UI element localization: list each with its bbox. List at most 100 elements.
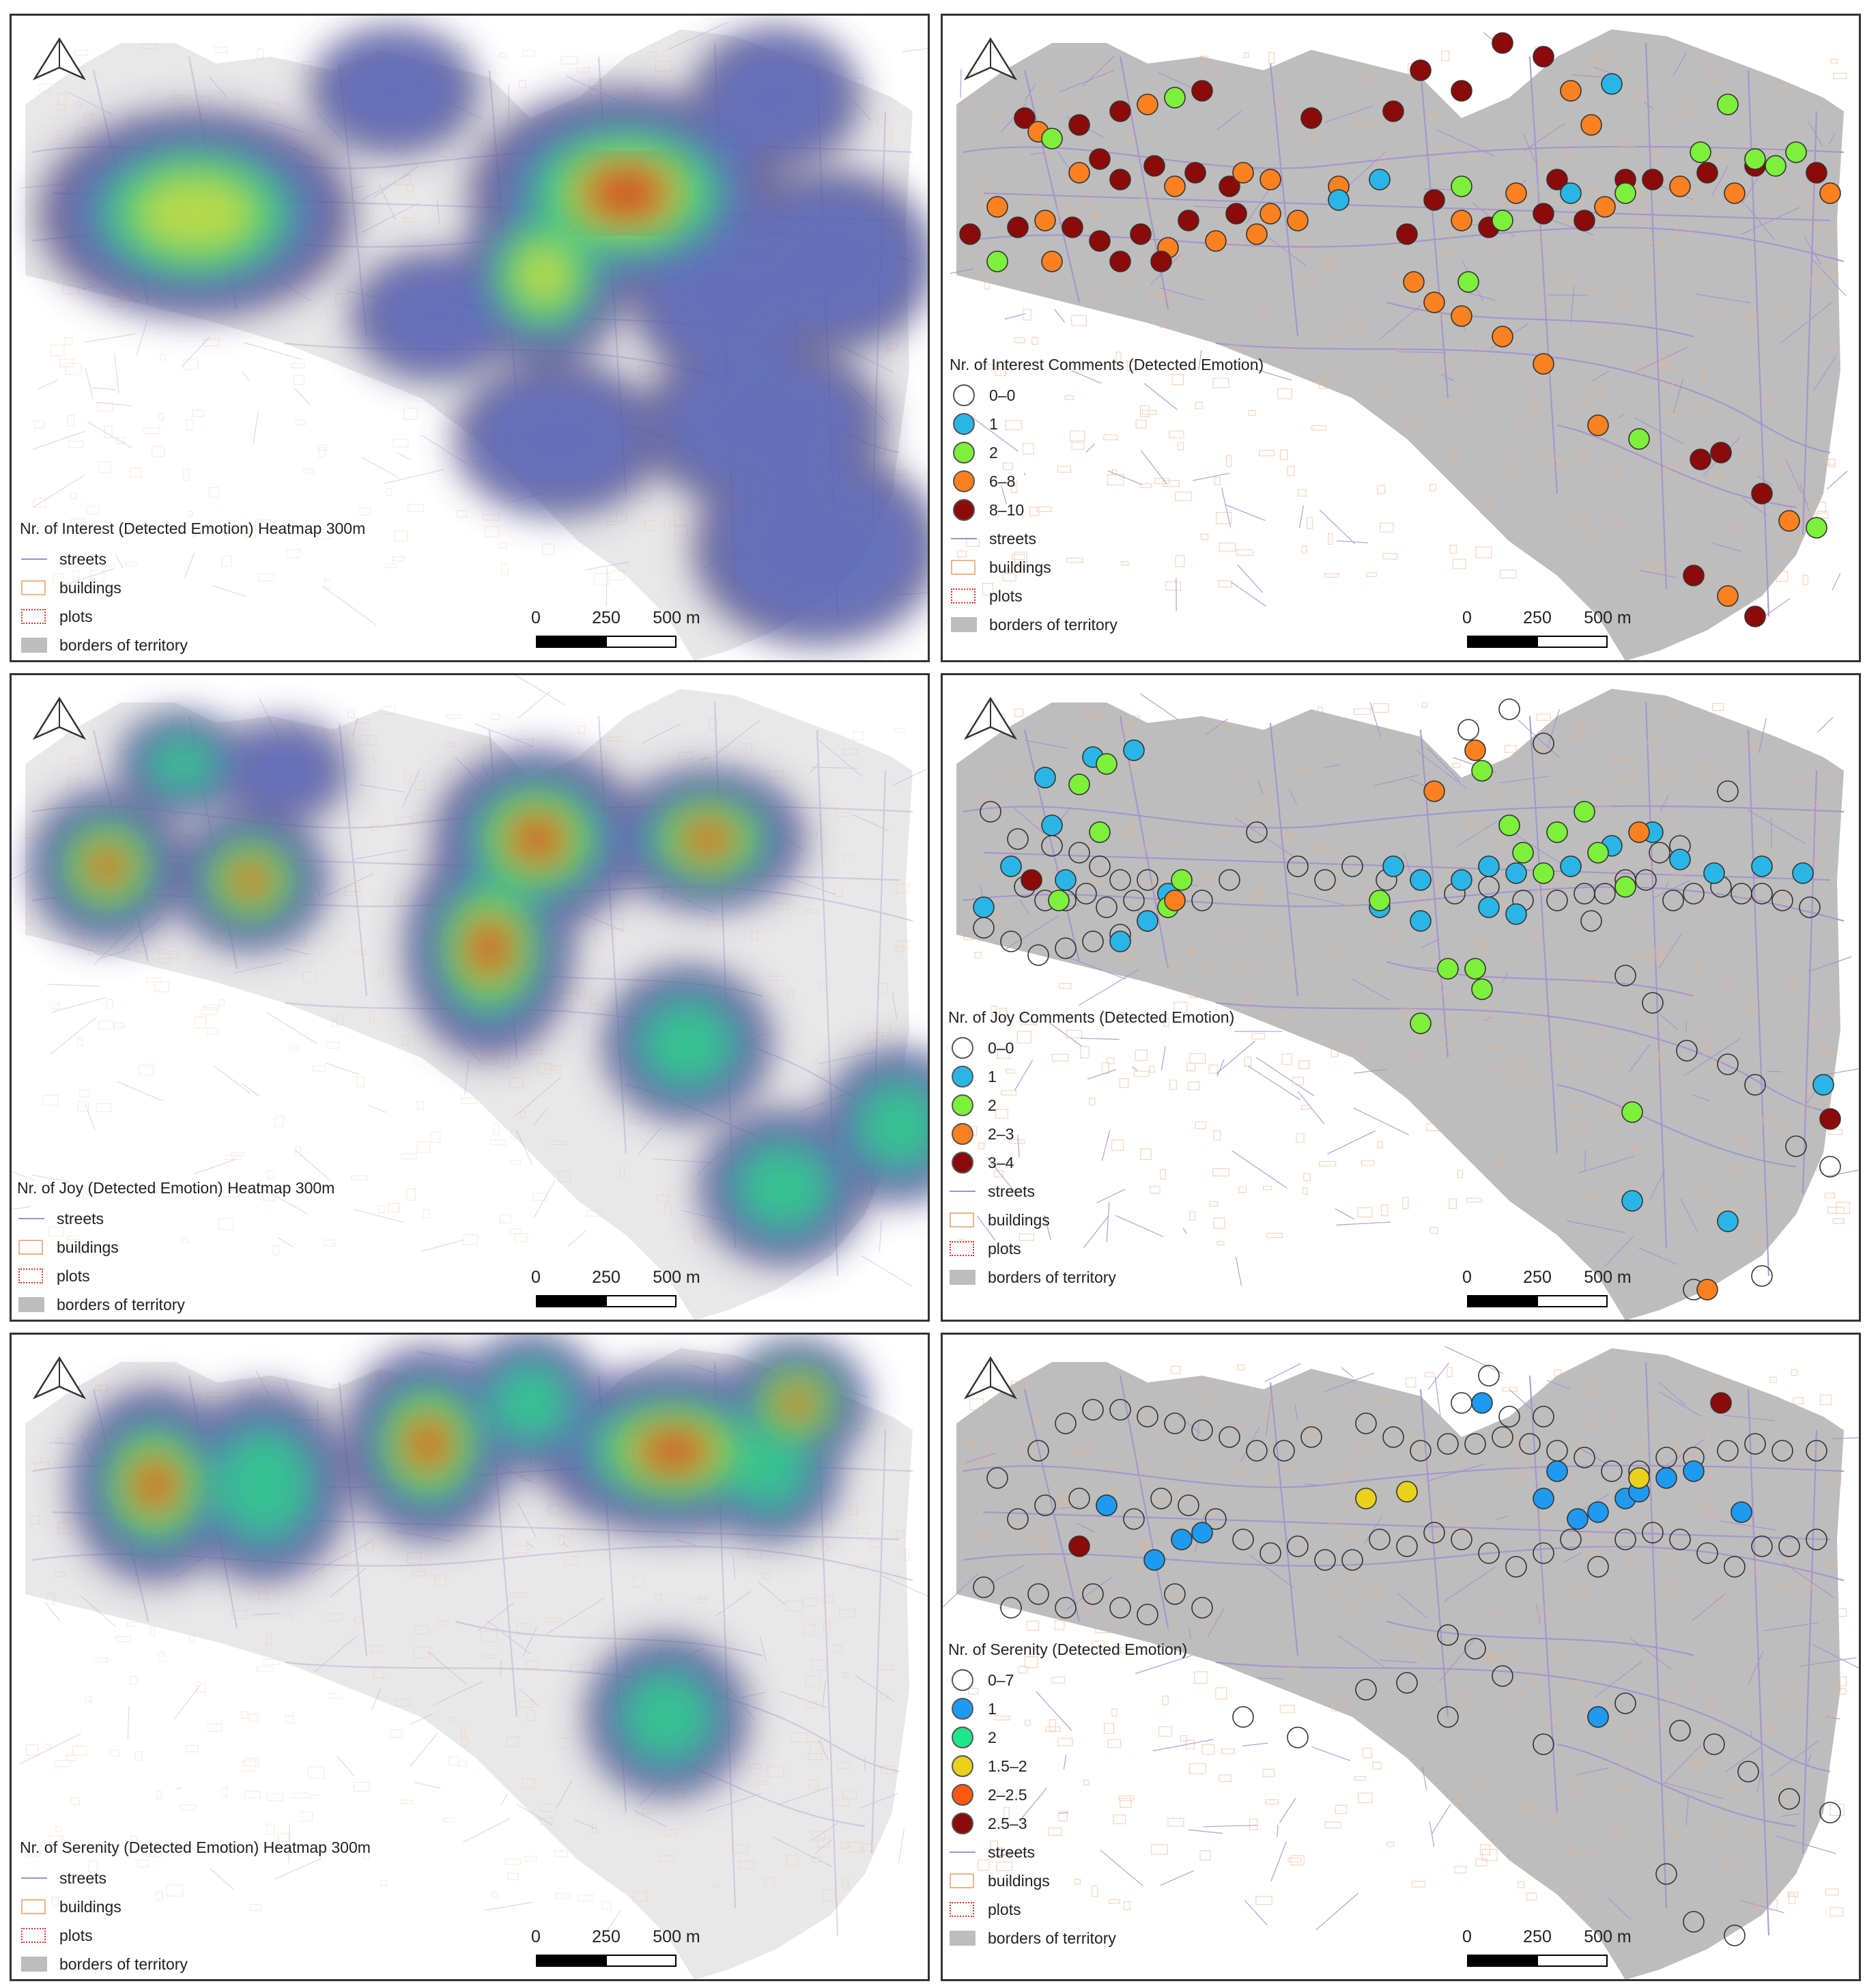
comment-point[interactable] xyxy=(1109,169,1131,190)
comment-point[interactable] xyxy=(1164,87,1186,109)
comment-point[interactable] xyxy=(1799,896,1821,918)
comment-point[interactable] xyxy=(1109,931,1131,952)
comment-point[interactable] xyxy=(1068,1535,1090,1557)
comment-point[interactable] xyxy=(1096,753,1117,775)
comment-point[interactable] xyxy=(1287,1535,1309,1557)
comment-point[interactable] xyxy=(1683,1911,1705,1933)
comment-point[interactable] xyxy=(1669,849,1691,870)
comment-point[interactable] xyxy=(1819,182,1841,204)
comment-point[interactable] xyxy=(1259,1542,1281,1564)
comment-point[interactable] xyxy=(1806,1440,1827,1462)
comment-point[interactable] xyxy=(1123,1508,1145,1530)
comment-point[interactable] xyxy=(1410,869,1432,891)
comment-point[interactable] xyxy=(1396,223,1418,245)
comment-point[interactable] xyxy=(1498,698,1520,720)
comment-point[interactable] xyxy=(1717,1440,1739,1462)
comment-point[interactable] xyxy=(1137,869,1158,891)
comment-point[interactable] xyxy=(1437,1624,1459,1646)
comment-point[interactable] xyxy=(1423,1522,1445,1544)
comment-point[interactable] xyxy=(1403,271,1425,293)
comment-point[interactable] xyxy=(1560,1529,1582,1550)
comment-point[interactable] xyxy=(1096,896,1117,918)
comment-point[interactable] xyxy=(1601,73,1623,95)
comment-point[interactable] xyxy=(1744,1433,1766,1455)
comment-point[interactable] xyxy=(1150,1488,1172,1509)
comment-point[interactable] xyxy=(1580,910,1602,932)
comment-point[interactable] xyxy=(1655,1863,1677,1885)
comment-point[interactable] xyxy=(1751,855,1773,877)
comment-point[interactable] xyxy=(1778,1788,1800,1810)
comment-point[interactable] xyxy=(1000,855,1022,877)
comment-point[interactable] xyxy=(1034,1494,1056,1516)
comment-point[interactable] xyxy=(1492,210,1513,231)
comment-point[interactable] xyxy=(1683,565,1705,586)
comment-point[interactable] xyxy=(1587,1501,1609,1523)
comment-point[interactable] xyxy=(1717,780,1739,802)
comment-point[interactable] xyxy=(1533,1406,1554,1428)
comment-point[interactable] xyxy=(1614,182,1636,204)
comment-point[interactable] xyxy=(1594,883,1616,905)
comment-point[interactable] xyxy=(1587,414,1609,436)
comment-point[interactable] xyxy=(1731,1501,1752,1523)
comment-point[interactable] xyxy=(1478,855,1500,877)
comment-point[interactable] xyxy=(1355,1679,1377,1701)
comment-point[interactable] xyxy=(1178,210,1199,231)
comment-point[interactable] xyxy=(986,196,1008,218)
comment-point[interactable] xyxy=(1778,510,1800,532)
comment-point[interactable] xyxy=(1055,1412,1077,1434)
comment-point[interactable] xyxy=(1614,965,1636,986)
comment-point[interactable] xyxy=(1055,869,1077,891)
comment-point[interactable] xyxy=(1744,148,1766,170)
comment-point[interactable] xyxy=(1696,1279,1718,1301)
comment-point[interactable] xyxy=(1137,94,1158,115)
comment-point[interactable] xyxy=(1171,869,1193,891)
comment-point[interactable] xyxy=(1150,251,1172,272)
comment-point[interactable] xyxy=(1068,162,1090,184)
comment-point[interactable] xyxy=(986,1467,1008,1489)
comment-point[interactable] xyxy=(1451,869,1472,891)
comment-point[interactable] xyxy=(1690,449,1711,470)
comment-point[interactable] xyxy=(1451,175,1472,197)
comment-point[interactable] xyxy=(1287,210,1309,231)
comment-point[interactable] xyxy=(1396,1535,1418,1557)
comment-point[interactable] xyxy=(1219,1426,1240,1448)
comment-point[interactable] xyxy=(1089,230,1111,252)
comment-point[interactable] xyxy=(1191,80,1213,102)
comment-point[interactable] xyxy=(1505,182,1527,204)
comment-point[interactable] xyxy=(1614,876,1636,898)
comment-point[interactable] xyxy=(1287,1727,1309,1748)
comment-point[interactable] xyxy=(1683,1460,1705,1482)
comment-point[interactable] xyxy=(1259,203,1281,225)
comment-point[interactable] xyxy=(1717,1053,1739,1075)
comment-point[interactable] xyxy=(1021,869,1042,891)
comment-point[interactable] xyxy=(1471,1392,1493,1414)
comment-point[interactable] xyxy=(1580,114,1602,136)
comment-point[interactable] xyxy=(1068,842,1090,864)
comment-point[interactable] xyxy=(1130,223,1152,245)
comment-point[interactable] xyxy=(1771,1440,1793,1462)
comment-point[interactable] xyxy=(1219,175,1240,197)
comment-point[interactable] xyxy=(1710,1392,1732,1414)
comment-point[interactable] xyxy=(1164,1412,1186,1434)
comment-point[interactable] xyxy=(1533,1488,1554,1509)
comment-point[interactable] xyxy=(1225,203,1247,225)
comment-point[interactable] xyxy=(1635,869,1657,891)
comment-point[interactable] xyxy=(1355,1412,1377,1434)
comment-point[interactable] xyxy=(1642,1522,1664,1544)
comment-point[interactable] xyxy=(1007,216,1029,238)
comment-point[interactable] xyxy=(1533,1733,1554,1755)
comment-point[interactable] xyxy=(1089,821,1111,843)
comment-point[interactable] xyxy=(1792,862,1814,884)
comment-point[interactable] xyxy=(1669,1529,1691,1550)
comment-point[interactable] xyxy=(1451,305,1472,327)
comment-point[interactable] xyxy=(1273,1440,1295,1462)
comment-point[interactable] xyxy=(1382,100,1404,122)
comment-point[interactable] xyxy=(1232,1529,1254,1550)
comment-point[interactable] xyxy=(1457,719,1479,741)
comment-point[interactable] xyxy=(1546,1460,1568,1482)
comment-point[interactable] xyxy=(1007,828,1029,850)
comment-point[interactable] xyxy=(1819,1156,1841,1178)
comment-point[interactable] xyxy=(1089,855,1111,877)
comment-point[interactable] xyxy=(1683,883,1705,905)
comment-point[interactable] xyxy=(1560,855,1582,877)
